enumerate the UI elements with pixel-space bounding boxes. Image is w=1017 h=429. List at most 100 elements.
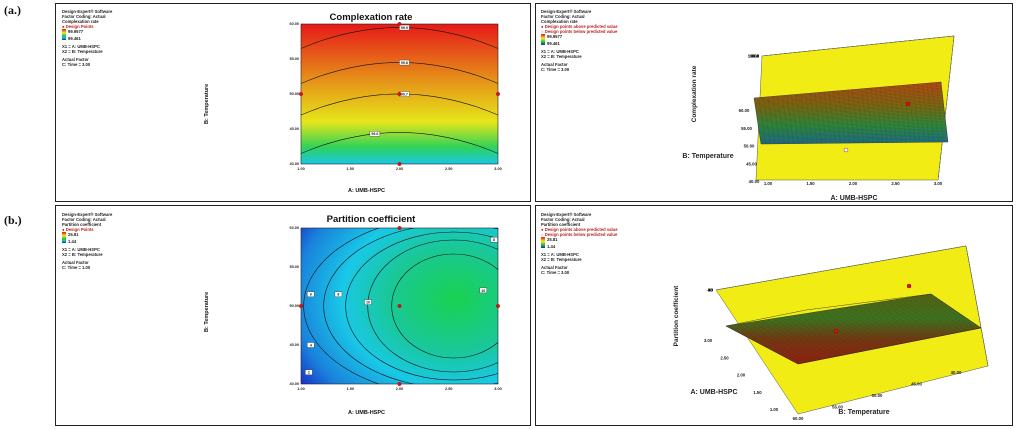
mesh-line	[920, 295, 972, 330]
y-tick-label: 45.00	[289, 343, 299, 347]
y-tick-label: 55.00	[832, 405, 843, 410]
contour-line	[345, 231, 498, 381]
x1-label: X1 = A: UMB-HSPC	[62, 247, 100, 252]
contour-label: 99.9	[401, 26, 408, 30]
design-point	[397, 92, 402, 96]
mesh-line	[864, 304, 922, 340]
mesh-line	[778, 318, 968, 354]
mesh-line	[783, 321, 972, 357]
x-tick-label: 1.50	[347, 387, 354, 391]
z-axis-label: Partition coefficient	[673, 285, 680, 347]
z-tick-label: 50	[708, 288, 714, 293]
actual-factor-label: Actual Factor	[541, 265, 568, 270]
c-factor-label: C: Time = 1.00	[62, 265, 91, 270]
z-tick-label: 99.4	[750, 54, 759, 59]
contour-label: 99.8	[401, 61, 408, 65]
mesh-line	[785, 321, 973, 358]
actual-factor-label: Actual Factor	[62, 260, 89, 265]
y-tick-label: 55.00	[741, 126, 752, 131]
mesh-line	[755, 90, 943, 105]
y-tick-label: 60.00	[289, 226, 299, 230]
mesh-line	[856, 89, 864, 143]
contour-label: 8	[493, 238, 495, 242]
mesh-line	[889, 86, 897, 143]
x-tick-label: 1.00	[297, 167, 304, 171]
contour-label: 99.6	[371, 132, 378, 136]
mesh-line	[922, 83, 930, 143]
design-point	[397, 162, 402, 166]
mesh-line	[874, 302, 931, 338]
mesh-line	[756, 101, 944, 114]
y-tick-label: 40.00	[951, 370, 962, 375]
z-tick-label: 0	[710, 288, 713, 293]
mesh-line	[833, 309, 895, 346]
coding-label: Factor Coding: Actual	[62, 217, 106, 222]
contour-label-box	[364, 299, 372, 305]
mesh-line	[936, 82, 944, 143]
contour-line	[367, 239, 498, 373]
software-label: Design-Expert® Software	[541, 212, 592, 217]
mesh-line	[756, 99, 944, 112]
y-tick-label: 45.00	[911, 382, 922, 387]
x-tick-label: 3.00	[934, 181, 943, 186]
mesh-line	[788, 323, 975, 360]
mesh-line	[790, 324, 977, 361]
contour-label: 99.7	[401, 92, 408, 96]
surface-outline	[725, 293, 982, 365]
mesh-line	[755, 95, 943, 109]
color-legend-bar	[541, 237, 545, 248]
x-tick-label: 1.50	[347, 167, 354, 171]
mesh-line	[757, 111, 945, 122]
mesh-line	[848, 306, 908, 343]
mesh-line	[866, 88, 874, 143]
below-points-label: ○ Design points below predicted value	[541, 29, 618, 34]
mesh-line	[796, 327, 980, 364]
mesh-line	[774, 316, 965, 352]
y-tick-label: 50.00	[744, 144, 755, 149]
below-points-label: ○ Design points below predicted value	[541, 232, 618, 237]
mesh-line	[757, 110, 945, 120]
contour-label: 2	[308, 371, 310, 375]
mesh-line	[763, 311, 958, 347]
actual-factor-label: Actual Factor	[62, 57, 89, 62]
contour-line	[300, 132, 499, 154]
design-point	[496, 92, 500, 96]
z-tick-label: 40	[708, 288, 714, 293]
surface-mesh	[725, 293, 982, 365]
y-tick-label: 60.00	[289, 22, 299, 26]
design-point	[397, 226, 402, 230]
above-points-label: ● Design points above predicted value	[541, 24, 618, 29]
mesh-line	[756, 102, 944, 115]
x2-label: X2 = B: Temperature	[541, 257, 582, 262]
info-block: Design-Expert® Software Factor Coding: A…	[541, 9, 618, 72]
design-point	[905, 101, 911, 107]
design-point	[397, 304, 402, 308]
design-point	[397, 22, 402, 26]
x2-label: X2 = B: Temperature	[62, 49, 103, 54]
contour-label-box	[490, 237, 498, 243]
design-points-label: ● Design Points	[62, 227, 94, 232]
y-tick-label: 40.00	[289, 382, 299, 386]
x-axis-label: A: UMB-HSPC	[830, 195, 877, 202]
software-label: Design-Expert® Software	[62, 212, 113, 217]
x2-label: X2 = B: Temperature	[541, 54, 582, 59]
mesh-line	[754, 86, 942, 102]
x-tick-label: 1.00	[297, 387, 304, 391]
mesh-line	[754, 87, 942, 103]
chart-title: Partition coefficient	[326, 214, 416, 225]
contour-label-box	[399, 24, 410, 31]
panel-complexation-surface: Design-Expert® Software Factor Coding: A…	[535, 3, 1013, 202]
contour-label-box	[479, 287, 487, 294]
contour-label: 8	[337, 293, 339, 297]
info-block: Design-Expert® Software Factor Coding: A…	[62, 9, 112, 67]
mesh-line	[895, 299, 950, 335]
color-legend-bar	[62, 29, 66, 40]
x-axis-label: A: UMB-HSPC	[690, 389, 737, 396]
mesh-line	[884, 86, 892, 143]
z-tick-label: 30	[708, 288, 714, 293]
mesh-line	[756, 107, 944, 118]
coding-label: Factor Coding: Actual	[541, 14, 585, 19]
chart-title: Complexation rate	[329, 12, 413, 23]
y-tick-label: 50.00	[289, 304, 299, 308]
design-point	[496, 304, 500, 308]
